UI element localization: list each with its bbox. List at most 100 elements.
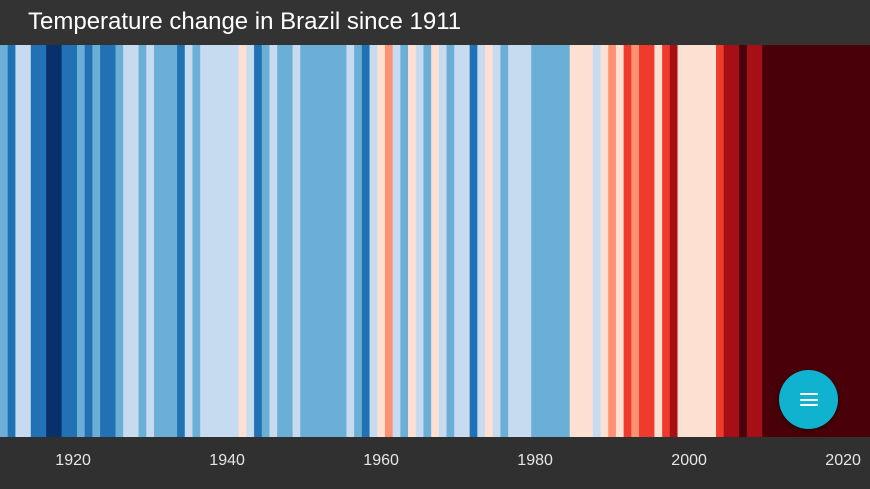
stripe-1984 bbox=[562, 45, 571, 437]
stripe-1953 bbox=[323, 45, 332, 437]
x-tick-label: 1980 bbox=[517, 452, 553, 469]
stripe-1931 bbox=[153, 45, 163, 437]
stripe-1986 bbox=[577, 45, 586, 437]
stripe-1948 bbox=[284, 45, 294, 437]
stripe-1982 bbox=[546, 45, 555, 437]
stripe-2003 bbox=[708, 45, 717, 437]
stripe-2019 bbox=[831, 45, 840, 437]
stripe-1924 bbox=[100, 45, 109, 437]
stripe-2016 bbox=[808, 45, 817, 437]
stripe-2007 bbox=[739, 45, 748, 437]
stripe-1994 bbox=[639, 45, 648, 437]
stripe-1913 bbox=[15, 45, 24, 437]
stripe-1992 bbox=[623, 45, 632, 437]
stripe-2014 bbox=[793, 45, 802, 437]
stripe-1918 bbox=[53, 45, 63, 437]
stripe-1949 bbox=[292, 45, 301, 437]
stripe-1915 bbox=[30, 45, 40, 437]
stripe-2023 bbox=[862, 45, 870, 437]
stripe-1941 bbox=[230, 45, 240, 437]
stripe-1942 bbox=[238, 45, 247, 437]
stripe-1985 bbox=[569, 45, 579, 437]
stripe-1954 bbox=[331, 45, 340, 437]
stripe-1952 bbox=[315, 45, 324, 437]
stripe-1968 bbox=[438, 45, 448, 437]
stripe-1916 bbox=[38, 45, 47, 437]
stripe-2005 bbox=[723, 45, 733, 437]
x-axis: 1920 1940 1960 1980 2000 2020 bbox=[0, 437, 870, 489]
stripe-1938 bbox=[207, 45, 217, 437]
stripe-1945 bbox=[261, 45, 271, 437]
stripe-1928 bbox=[130, 45, 140, 437]
stripe-2018 bbox=[823, 45, 833, 437]
stripe-1956 bbox=[346, 45, 355, 437]
stripe-2011 bbox=[769, 45, 779, 437]
stripe-1936 bbox=[192, 45, 201, 437]
stripe-1975 bbox=[492, 45, 502, 437]
stripe-1933 bbox=[169, 45, 178, 437]
stripe-1951 bbox=[307, 45, 317, 437]
stripe-1962 bbox=[392, 45, 401, 437]
stripe-1917 bbox=[46, 45, 55, 437]
stripe-2021 bbox=[846, 45, 856, 437]
x-tick-label: 1960 bbox=[363, 452, 399, 469]
stripe-1957 bbox=[354, 45, 363, 437]
stripe-1978 bbox=[515, 45, 525, 437]
stripe-1996 bbox=[654, 45, 663, 437]
x-tick-label: 1920 bbox=[55, 452, 91, 469]
stripe-1990 bbox=[608, 45, 617, 437]
x-tick-label: 1940 bbox=[209, 452, 245, 469]
stripe-1929 bbox=[138, 45, 147, 437]
stripe-1950 bbox=[300, 45, 309, 437]
stripe-1998 bbox=[669, 45, 679, 437]
stripe-1971 bbox=[461, 45, 471, 437]
stripe-1983 bbox=[554, 45, 563, 437]
stripe-1955 bbox=[338, 45, 348, 437]
stripe-1939 bbox=[215, 45, 224, 437]
stripe-1920 bbox=[69, 45, 78, 437]
stripe-1921 bbox=[76, 45, 86, 437]
stripe-1995 bbox=[646, 45, 656, 437]
menu-button[interactable] bbox=[779, 370, 838, 429]
stripe-2013 bbox=[785, 45, 794, 437]
stripe-1934 bbox=[177, 45, 186, 437]
stripe-1927 bbox=[123, 45, 132, 437]
stripe-2022 bbox=[854, 45, 863, 437]
stripe-1932 bbox=[161, 45, 170, 437]
stripe-1981 bbox=[538, 45, 548, 437]
stripe-1977 bbox=[508, 45, 517, 437]
stripe-1911 bbox=[0, 45, 9, 437]
stripe-1969 bbox=[446, 45, 455, 437]
stripe-1922 bbox=[84, 45, 93, 437]
stripe-1937 bbox=[200, 45, 209, 437]
stripe-2015 bbox=[800, 45, 810, 437]
stripe-1943 bbox=[246, 45, 255, 437]
stripe-1993 bbox=[631, 45, 640, 437]
stripe-2002 bbox=[700, 45, 709, 437]
stripe-1944 bbox=[254, 45, 263, 437]
stripe-2004 bbox=[716, 45, 725, 437]
stripe-1988 bbox=[592, 45, 602, 437]
warming-stripes bbox=[0, 45, 870, 437]
stripe-1925 bbox=[107, 45, 117, 437]
stripe-2008 bbox=[746, 45, 756, 437]
stripe-2006 bbox=[731, 45, 740, 437]
stripe-1976 bbox=[500, 45, 509, 437]
chart-header: Temperature change in Brazil since 1911 bbox=[0, 0, 870, 45]
stripe-1930 bbox=[146, 45, 155, 437]
stripe-1991 bbox=[615, 45, 625, 437]
stripe-1999 bbox=[677, 45, 686, 437]
x-tick-label: 2020 bbox=[825, 452, 861, 469]
stripe-2012 bbox=[777, 45, 786, 437]
stripe-1974 bbox=[485, 45, 494, 437]
stripe-2000 bbox=[685, 45, 694, 437]
stripe-1926 bbox=[115, 45, 124, 437]
stripe-2001 bbox=[692, 45, 702, 437]
stripe-1989 bbox=[600, 45, 609, 437]
stripe-1972 bbox=[469, 45, 478, 437]
stripe-1960 bbox=[377, 45, 386, 437]
stripe-1987 bbox=[585, 45, 594, 437]
stripe-2010 bbox=[762, 45, 771, 437]
chart-title: Temperature change in Brazil since 1911 bbox=[28, 8, 462, 35]
stripe-1965 bbox=[415, 45, 425, 437]
